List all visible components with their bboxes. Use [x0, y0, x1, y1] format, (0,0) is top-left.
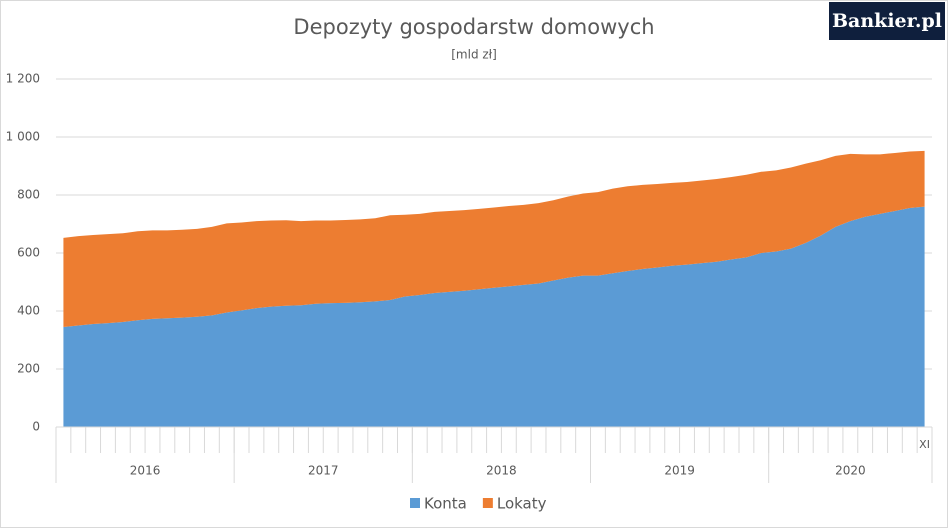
area	[63, 150, 925, 327]
legend-label: Lokaty	[497, 495, 547, 513]
x-group-label: 2020	[835, 464, 866, 478]
x-group-label: 2016	[130, 464, 161, 478]
x-group-label: 2018	[486, 464, 517, 478]
y-tick-label: 600	[17, 246, 40, 260]
y-tick-label: 200	[17, 362, 40, 376]
x-group-label: 2017	[308, 464, 339, 478]
legend-swatch	[410, 498, 420, 508]
legend-label: Konta	[424, 495, 467, 513]
x-group-label: 2019	[664, 464, 695, 478]
chart-title: Depozyty gospodarstw domowych	[293, 15, 654, 39]
y-tick-label: 400	[17, 304, 40, 318]
chart-subtitle: [mld zł]	[451, 48, 497, 62]
y-tick-label: 0	[32, 420, 40, 434]
legend-swatch	[482, 498, 493, 508]
logo-box	[829, 2, 945, 40]
x-tick-label: XI	[919, 438, 930, 451]
y-tick-label: 1 000	[6, 130, 40, 144]
area	[63, 206, 925, 427]
y-tick-label: 800	[17, 188, 40, 202]
logo: Bankier.pl	[832, 10, 942, 32]
y-tick-label: 1 200	[6, 72, 40, 86]
